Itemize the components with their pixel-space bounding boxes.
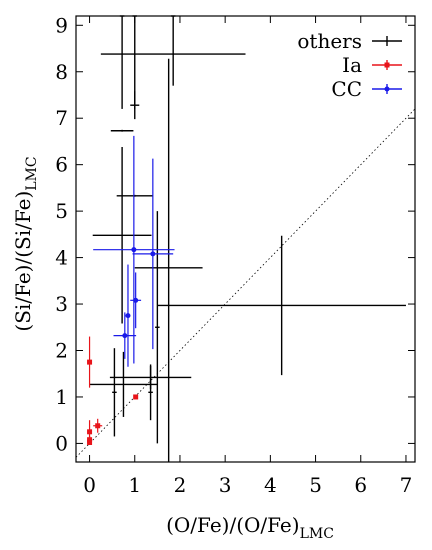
data-point-cc-2 <box>130 272 142 329</box>
x-tick-label: 4 <box>264 473 277 497</box>
y-tick-label: 8 <box>55 60 68 84</box>
data-point-others-10 <box>155 211 160 444</box>
data-point-others-5 <box>110 129 134 132</box>
data-point-ia-4 <box>93 418 103 433</box>
legend-label-ia: Ia <box>342 53 362 77</box>
data-point-others-14 <box>148 364 153 421</box>
data-point-cc-3 <box>125 264 131 367</box>
reference-line <box>75 108 416 458</box>
data-point-others-2 <box>170 15 176 86</box>
data-point-ia-3 <box>87 439 93 445</box>
data-point-cc-4 <box>113 312 137 359</box>
reference-line-layer <box>75 108 416 458</box>
y-tick-label: 7 <box>55 106 68 130</box>
y-axis-label-main: (Si/Fe)/(Si/Fe) <box>11 191 35 332</box>
x-tick-label: 3 <box>219 473 232 497</box>
y-tick-label: 6 <box>55 153 68 177</box>
data-point-others-8 <box>134 58 203 462</box>
x-axis-label-subscript: LMC <box>300 526 334 542</box>
point-marker <box>87 359 93 365</box>
point-marker <box>87 439 93 445</box>
point-marker <box>150 251 156 257</box>
x-tick-label: 2 <box>174 473 187 497</box>
series-cc <box>93 135 175 367</box>
y-tick-label: 5 <box>55 199 68 223</box>
point-marker <box>122 333 128 339</box>
legend-square <box>384 62 390 68</box>
legend-label-others: others <box>297 29 362 53</box>
x-axis-label: (O/Fe)/(O/Fe)LMC <box>166 513 334 542</box>
y-tick-label: 3 <box>55 292 68 316</box>
x-tick-label: 0 <box>83 473 96 497</box>
data-point-others-0 <box>119 15 125 109</box>
data-point-others-3 <box>100 53 246 56</box>
y-axis-label: (Si/Fe)/(Si/Fe)LMC <box>11 156 40 331</box>
y-tick-label: 2 <box>55 339 68 363</box>
y-tick-label: 4 <box>55 246 68 270</box>
point-marker <box>133 394 139 400</box>
y-tick-label: 9 <box>55 13 68 37</box>
legend: others Ia CC <box>297 29 402 101</box>
y-axis-label-subscript: LMC <box>24 156 40 190</box>
x-tick-label: 5 <box>309 473 322 497</box>
legend-markers <box>372 36 402 94</box>
point-marker <box>125 313 131 319</box>
legend-marker-cc <box>372 84 402 94</box>
series-ia <box>87 336 139 445</box>
data-point-others-7 <box>92 147 152 324</box>
legend-circle <box>384 86 390 92</box>
x-tick-label: 7 <box>400 473 413 497</box>
axis-ticks-layer: 0 1 2 3 4 5 6 7 0 1 2 3 4 5 6 7 8 9 <box>55 13 415 497</box>
data-point-cc-1 <box>132 158 174 350</box>
x-axis-label-main: (O/Fe)/(O/Fe) <box>166 513 299 537</box>
legend-label-cc: CC <box>331 77 362 101</box>
point-marker <box>131 247 137 253</box>
legend-marker-ia <box>372 60 402 70</box>
data-point-ia-5 <box>133 394 139 400</box>
plot-frame-layer <box>75 15 416 463</box>
data-point-others-12 <box>89 351 158 417</box>
x-tick-label: 1 <box>128 473 141 497</box>
data-point-others-9 <box>157 235 406 376</box>
data-series-layer <box>87 15 406 462</box>
y-tick-label: 0 <box>55 431 68 455</box>
point-marker <box>87 437 93 443</box>
y-tick-label: 1 <box>55 385 68 409</box>
point-marker <box>133 297 139 303</box>
x-tick-label: 6 <box>354 473 367 497</box>
legend-marker-others <box>372 36 402 46</box>
data-point-others-13 <box>112 348 117 437</box>
data-point-ia-0 <box>87 336 93 388</box>
plot-frame <box>75 15 416 463</box>
data-point-others-4 <box>130 91 140 120</box>
point-marker <box>87 429 93 435</box>
point-marker <box>95 423 101 429</box>
data-point-cc-0 <box>93 135 175 364</box>
